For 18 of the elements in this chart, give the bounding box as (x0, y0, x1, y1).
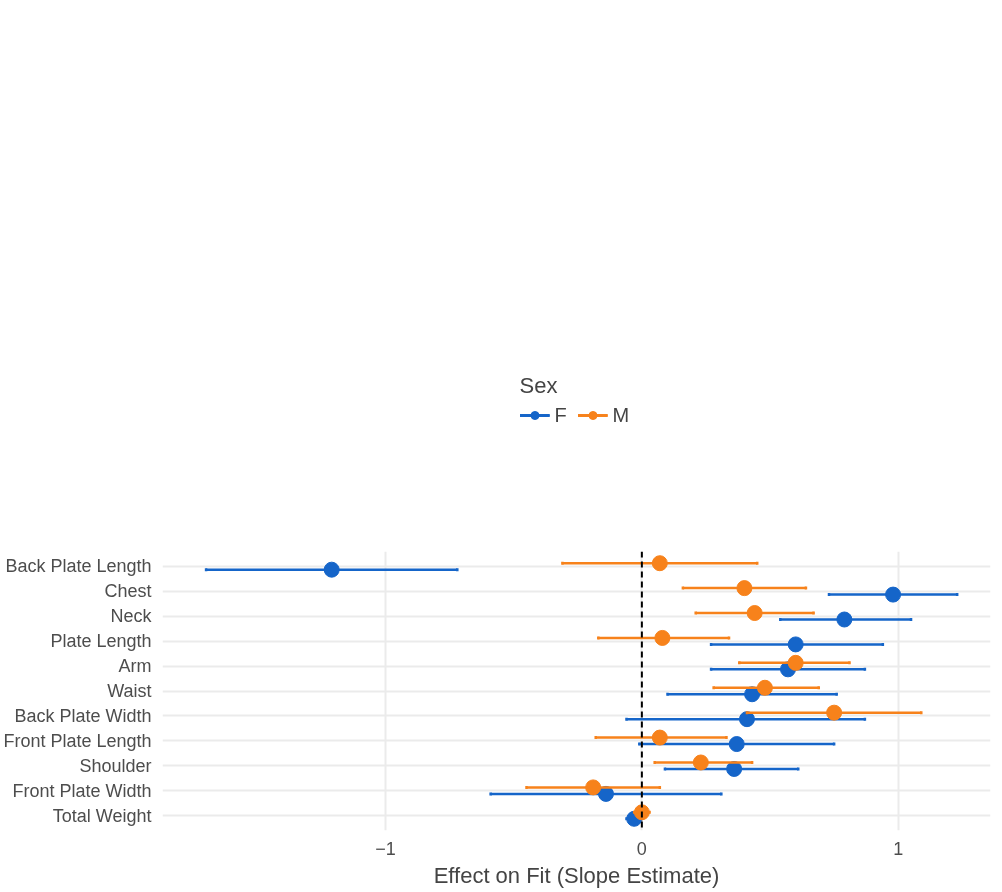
legend-title: Sex (519, 372, 559, 399)
y-tick-label: Back Plate Length (5, 556, 152, 577)
y-tick-label: Waist (107, 681, 152, 701)
y-tick-label: Chest (104, 581, 152, 602)
y-tick-label: Front Plate Width (12, 780, 152, 801)
y-tick-label: Neck (110, 606, 153, 627)
y-tick-label: Shoulder (79, 755, 152, 776)
legend-label: F (554, 403, 568, 427)
x-tick-label: −1 (375, 838, 396, 859)
x-tick-label: 1 (893, 838, 904, 859)
y-tick-label: Back Plate Width (14, 705, 152, 726)
x-tick-label: 0 (636, 838, 647, 859)
y-tick-label: Plate Length (50, 631, 152, 652)
legend-label: M (612, 403, 631, 427)
y-tick-label: Total Weight (52, 805, 152, 826)
x-axis-title: Effect on Fit (Slope Estimate) (433, 862, 720, 888)
y-tick-label: Arm (118, 656, 152, 677)
y-tick-label: Front Plate Length (3, 730, 152, 751)
